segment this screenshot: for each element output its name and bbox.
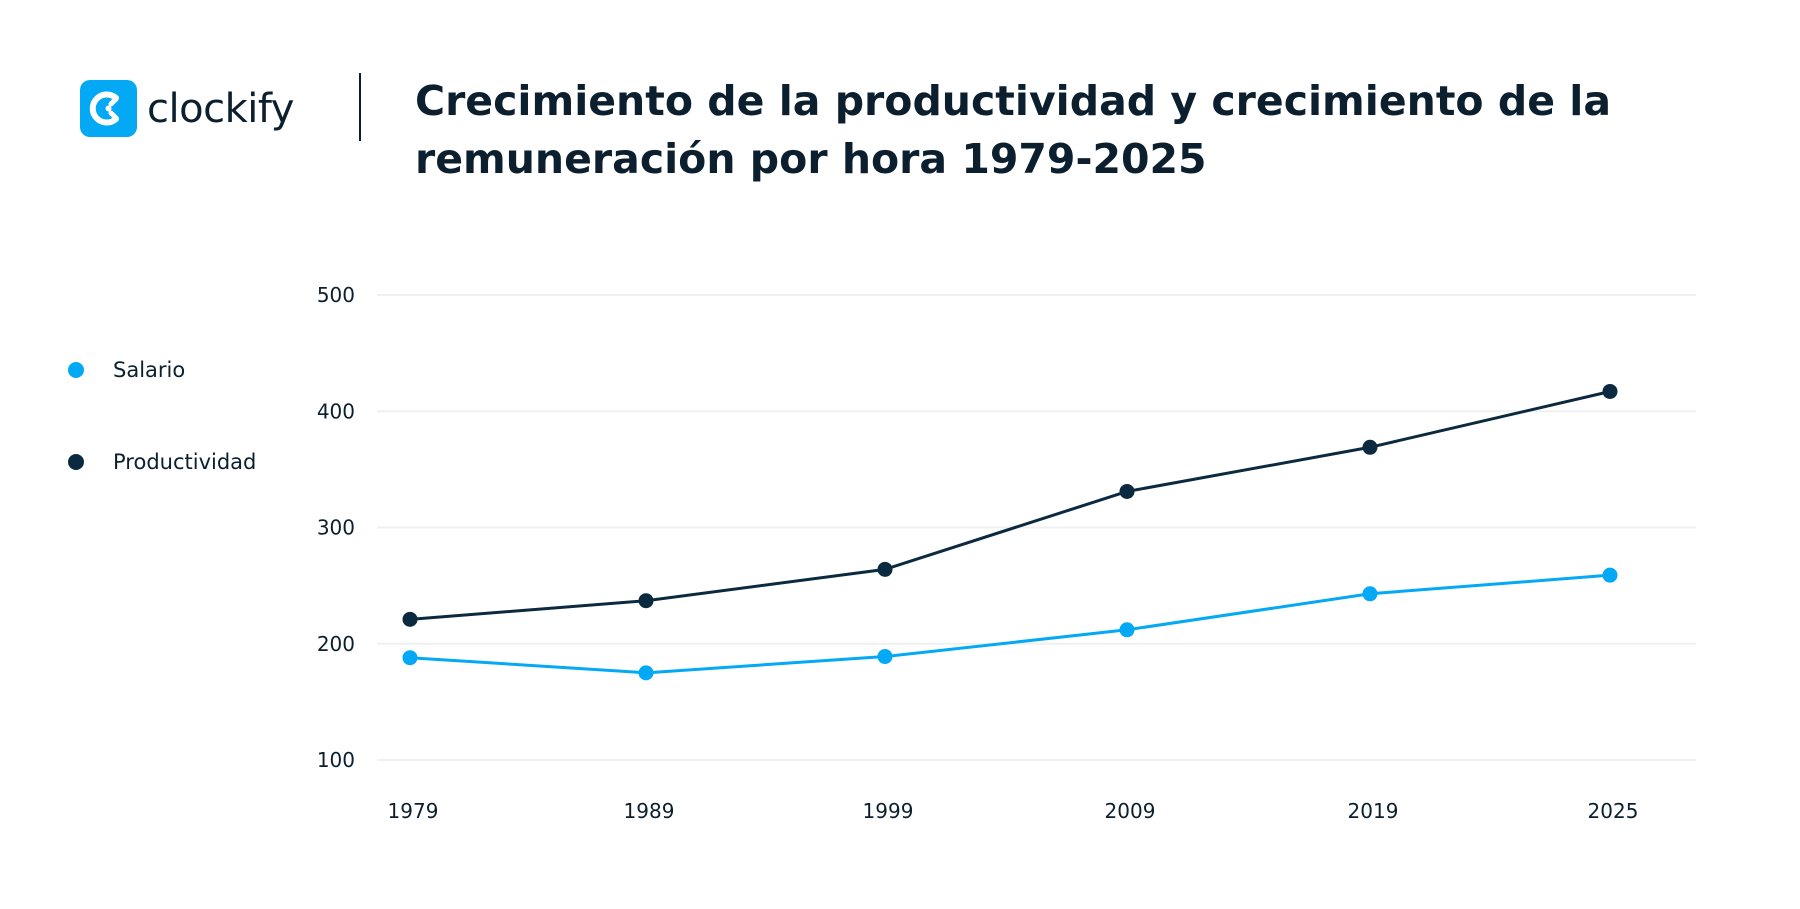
legend-item-salario: Salario — [68, 358, 185, 382]
clockify-logo-text: clockify — [147, 85, 294, 132]
chart-title: Crecimiento de la productividad y crecim… — [415, 77, 1612, 183]
x-tick-label: 2019 — [1348, 799, 1399, 823]
y-tick-label: 300 — [317, 516, 355, 540]
data-point-productividad — [638, 593, 654, 609]
legend-dot-icon — [68, 362, 84, 378]
data-point-salario — [402, 650, 418, 666]
data-point-salario — [877, 649, 893, 665]
legend-item-productividad: Productividad — [68, 450, 256, 474]
x-tick-label: 2025 — [1588, 799, 1639, 823]
x-tick-label: 1999 — [863, 799, 914, 823]
x-tick-label: 2009 — [1105, 799, 1156, 823]
data-point-productividad — [1362, 439, 1378, 455]
series-line-productividad — [409, 390, 1611, 621]
header-divider — [359, 73, 361, 141]
data-point-salario — [1362, 586, 1378, 602]
series-line-salario — [409, 573, 1611, 675]
data-point-productividad — [402, 611, 418, 627]
clockify-logo-icon — [80, 80, 137, 137]
data-point-productividad — [1119, 483, 1135, 499]
y-tick-label: 500 — [317, 283, 355, 307]
legend-dot-icon — [68, 454, 84, 470]
data-point-productividad — [877, 561, 893, 577]
x-tick-label: 1979 — [388, 799, 439, 823]
data-point-salario — [1602, 567, 1618, 583]
x-tick-label: 1989 — [624, 799, 675, 823]
data-point-productividad — [1602, 383, 1618, 399]
legend-label: Salario — [113, 358, 186, 382]
y-tick-label: 400 — [317, 399, 355, 423]
legend-label: Productividad — [113, 450, 257, 474]
data-point-salario — [1119, 622, 1135, 638]
clockify-logo: clockify — [80, 80, 294, 137]
y-tick-label: 200 — [317, 632, 355, 656]
data-point-salario — [638, 665, 654, 681]
y-tick-label: 100 — [317, 748, 355, 772]
